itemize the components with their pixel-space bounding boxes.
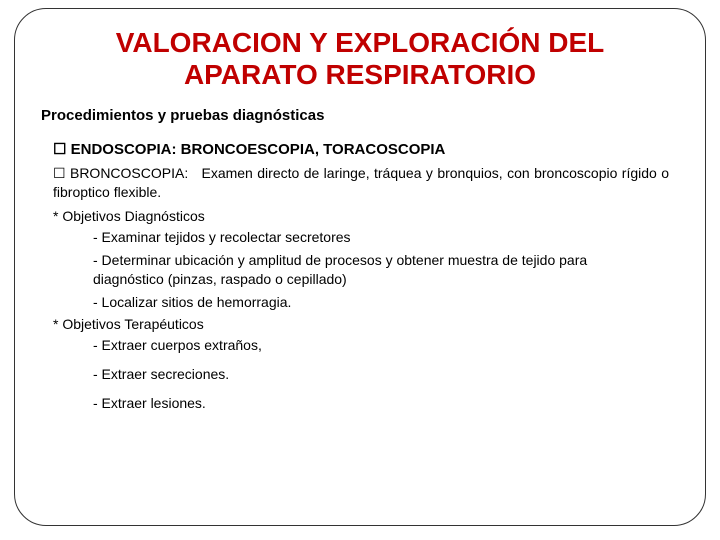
checkbox-icon: ☐ (53, 140, 66, 158)
definition-label: BRONCOSCOPIA: (70, 165, 188, 181)
diagnostic-item: - Examinar tejidos y recolectar secretor… (93, 228, 659, 247)
slide-title: VALORACION Y EXPLORACIÓN DEL APARATO RES… (41, 27, 679, 91)
slide-subtitle: Procedimientos y pruebas diagnósticas (41, 107, 679, 124)
therapeutic-objectives-heading: * Objetivos Terapéuticos (53, 316, 679, 332)
definition-paragraph: ☐ BRONCOSCOPIA: Examen directo de laring… (53, 164, 669, 202)
diagnostic-objectives-heading: * Objetivos Diagnósticos (53, 208, 679, 224)
therapeutic-item: - Extraer lesiones. (93, 394, 659, 413)
title-line-1: VALORACION Y EXPLORACIÓN DEL (116, 27, 605, 58)
therapeutic-item: - Extraer cuerpos extraños, (93, 336, 659, 355)
slide-frame: VALORACION Y EXPLORACIÓN DEL APARATO RES… (14, 8, 706, 526)
section-heading: ☐ ENDOSCOPIA: BRONCOESCOPIA, TORACOSCOPI… (53, 140, 679, 158)
diagnostic-item: - Determinar ubicación y amplitud de pro… (93, 251, 659, 289)
checkbox-icon: ☐ (53, 164, 66, 183)
title-line-2: APARATO RESPIRATORIO (184, 59, 536, 90)
diagnostic-item: - Localizar sitios de hemorragia. (93, 293, 659, 312)
therapeutic-item: - Extraer secreciones. (93, 365, 659, 384)
section-heading-text: ENDOSCOPIA: BRONCOESCOPIA, TORACOSCOPIA (71, 141, 446, 158)
